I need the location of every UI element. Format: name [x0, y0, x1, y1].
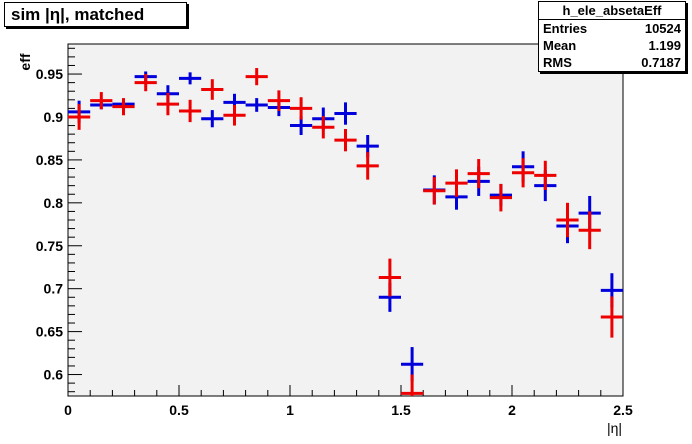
- data-point: [534, 160, 557, 190]
- data-point: [334, 128, 357, 152]
- data-point: [445, 169, 468, 197]
- stats-histogram-name: h_ele_absetaEff: [539, 2, 685, 20]
- data-point: [600, 296, 623, 338]
- stats-value: 1.199: [648, 38, 681, 53]
- stats-row-mean: Mean 1.199: [539, 37, 685, 54]
- y-tick-label: 0.8: [44, 195, 64, 211]
- stats-value: 10524: [644, 21, 681, 36]
- data-point: [312, 116, 335, 139]
- x-tick-label: 2: [508, 402, 516, 418]
- data-point: [134, 74, 157, 92]
- data-point: [223, 104, 246, 126]
- stats-row-rms: RMS 0.7187: [539, 54, 685, 71]
- data-point: [401, 374, 424, 396]
- stats-label: Entries: [543, 21, 588, 36]
- y-tick-label: 0.85: [36, 152, 63, 168]
- x-tick-label: 0: [64, 402, 72, 418]
- data-point: [290, 97, 313, 120]
- data-point: [267, 90, 290, 111]
- x-tick-label: 2.5: [613, 402, 633, 418]
- x-tick-label: 0.5: [169, 402, 189, 418]
- x-tick-label: 1: [286, 402, 294, 418]
- stats-value: 0.7187: [641, 55, 681, 70]
- x-tick-label: 1.5: [391, 402, 411, 418]
- data-point: [179, 99, 202, 123]
- data-point: [556, 202, 579, 238]
- plot-frame: [67, 43, 624, 397]
- stats-box: h_ele_absetaEff Entries 10524 Mean 1.199…: [538, 1, 686, 72]
- data-point: [156, 92, 179, 116]
- data-point: [201, 79, 224, 100]
- data-point: [112, 98, 135, 116]
- data-point: [512, 158, 535, 188]
- data-point: [68, 104, 91, 130]
- data-point: [334, 102, 357, 125]
- axes: 0 0.5 1 1.5 2 2.5 0.6 0.65 0.7 0.75 0.8 0.85 0.9 0.95: [36, 47, 633, 418]
- y-tick-label: 0.95: [36, 66, 63, 82]
- data-point: [179, 72, 202, 85]
- y-tick-label: 0.9: [44, 109, 64, 125]
- stats-row-entries: Entries 10524: [539, 20, 685, 37]
- stats-label: Mean: [543, 38, 577, 53]
- data-point: [356, 152, 379, 180]
- data-point: [201, 110, 224, 128]
- data-marks: [68, 68, 623, 396]
- y-tick-label: 0.65: [36, 324, 63, 340]
- data-point: [578, 211, 601, 250]
- y-tick-label: 0.6: [44, 367, 64, 383]
- data-point: [245, 68, 268, 86]
- data-point: [90, 92, 113, 110]
- y-tick-label: 0.75: [36, 238, 63, 254]
- data-point: [467, 159, 490, 189]
- x-axis-label: |η|: [607, 420, 622, 436]
- data-point: [245, 98, 268, 112]
- y-axis-label: eff: [17, 53, 33, 70]
- plot-title: sim |η|, matched: [4, 2, 187, 27]
- stats-label: RMS: [543, 55, 572, 70]
- y-tick-label: 0.7: [44, 281, 64, 297]
- data-point: [378, 258, 401, 297]
- data-point: [423, 177, 446, 205]
- data-point: [489, 183, 512, 212]
